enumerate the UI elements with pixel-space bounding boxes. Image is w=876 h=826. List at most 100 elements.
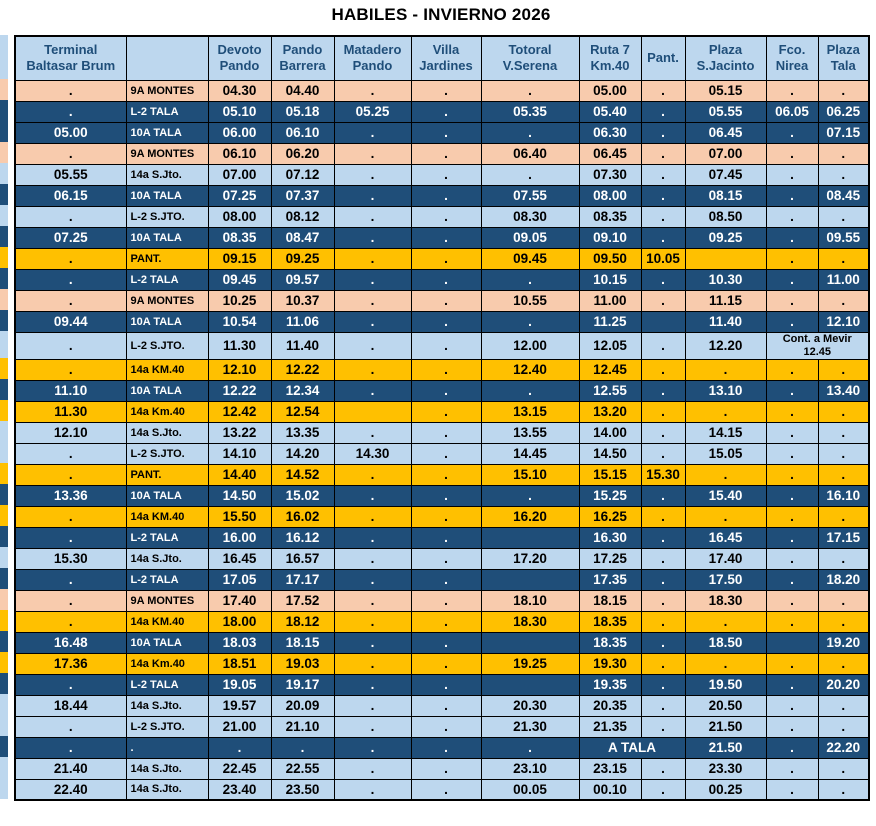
route-cell: 9A MONTES — [125, 142, 209, 165]
time-cell: 14.10 — [207, 442, 272, 465]
time-cell: 09.25 — [270, 247, 335, 270]
time-cell: 06.10 — [270, 121, 335, 144]
time-cell: 17.05 — [207, 568, 272, 591]
time-cell: 18.51 — [207, 652, 272, 675]
time-cell: 18.03 — [207, 631, 272, 654]
time-cell: . — [480, 121, 580, 144]
time-cell: . — [480, 268, 580, 291]
time-cell: 09.45 — [207, 268, 272, 291]
time-cell: 10.05 — [640, 247, 686, 270]
time-cell: . — [410, 547, 482, 570]
page-title: HABILES - INVIERNO 2026 — [331, 5, 551, 24]
time-cell: . — [817, 421, 870, 444]
time-cell: 11.40 — [270, 331, 335, 360]
time-cell: . — [765, 736, 819, 759]
time-cell: 13.40 — [817, 379, 870, 402]
route-cell: 10A TALA — [125, 310, 209, 333]
time-cell: . — [765, 379, 819, 402]
time-cell: 11.00 — [817, 268, 870, 291]
table-row: 09.44 10A TALA 10.54 11.06... 11.25 11.40. 12.… — [14, 310, 870, 333]
time-cell: 07.30 — [578, 163, 642, 186]
time-cell: . — [765, 184, 819, 207]
time-cell: 19.30 — [578, 652, 642, 675]
time-cell: 07.15 — [817, 121, 870, 144]
row-color-strip-segment — [0, 421, 8, 442]
time-cell: . — [640, 79, 686, 102]
time-cell: 05.10 — [207, 100, 272, 123]
time-cell: 20.35 — [578, 694, 642, 717]
timetable-header: Terminal Baltasar Brum Devoto Pando Pando … — [14, 35, 870, 81]
time-cell: 14.40 — [207, 463, 272, 486]
time-cell: 15.05 — [684, 442, 767, 465]
table-row: . L-2 TALA 09.45 09.57... 10.15. 10.30. 11.00 — [14, 268, 870, 291]
route-cell: 9A MONTES — [125, 79, 209, 102]
time-cell: . — [765, 673, 819, 696]
route-cell: . — [125, 736, 209, 759]
time-cell: 06.30 — [578, 121, 642, 144]
time-cell: 00.10 — [578, 778, 642, 801]
time-cell: . — [640, 121, 686, 144]
time-cell: . — [765, 247, 819, 270]
route-cell: 9A MONTES — [125, 289, 209, 312]
time-cell: 17.25 — [578, 547, 642, 570]
time-cell: 12.22 — [270, 358, 335, 381]
time-cell: . — [333, 379, 412, 402]
time-cell: . — [765, 400, 819, 423]
header-row: Terminal Baltasar Brum Devoto Pando Pando … — [14, 35, 870, 81]
time-cell: . — [817, 505, 870, 528]
time-cell: 07.55 — [480, 184, 580, 207]
route-cell: 14a S.Jto. — [125, 778, 209, 801]
row-color-strip-segment — [0, 184, 8, 205]
route-cell: L-2 TALA — [125, 568, 209, 591]
route-cell: 14a Km.40 — [125, 400, 209, 423]
time-cell: . — [333, 463, 412, 486]
row-color-strip-segment — [0, 121, 8, 142]
time-cell: 06.25 — [817, 100, 870, 123]
route-cell: PANT. — [125, 247, 209, 270]
time-cell: 05.00 — [578, 79, 642, 102]
row-color-strip-segment — [0, 247, 8, 268]
table-row: 21.40 14a S.Jto. 22.45 22.55.. 23.10 23.15. 23… — [14, 757, 870, 780]
column-header-tala: Plaza Tala — [817, 35, 870, 81]
time-cell: 06.20 — [270, 142, 335, 165]
route-cell: L-2 S.JTO. — [125, 331, 209, 360]
time-cell: 16.20 — [480, 505, 580, 528]
time-cell: . — [765, 778, 819, 801]
route-cell: L-2 S.JTO. — [125, 442, 209, 465]
time-cell: . — [410, 358, 482, 381]
time-cell: . — [640, 484, 686, 507]
time-cell: 15.02 — [270, 484, 335, 507]
time-cell: . — [817, 205, 870, 228]
time-cell: . — [410, 673, 482, 696]
time-cell: . — [410, 715, 482, 738]
time-cell: . — [14, 589, 127, 612]
time-cell: 22.20 — [817, 736, 870, 759]
time-cell: . — [765, 463, 819, 486]
time-cell: 19.25 — [480, 652, 580, 675]
time-cell: . — [765, 547, 819, 570]
time-cell: . — [640, 526, 686, 549]
time-cell: 19.03 — [270, 652, 335, 675]
time-cell: 20.50 — [684, 694, 767, 717]
time-cell: . — [333, 547, 412, 570]
time-cell: 17.17 — [270, 568, 335, 591]
row-color-strip-segment — [0, 226, 8, 247]
time-cell: 12.54 — [270, 400, 335, 423]
time-cell — [480, 568, 580, 591]
column-header-route — [125, 35, 209, 81]
time-cell: 22.40 — [14, 778, 127, 801]
row-color-strip-segment — [0, 358, 8, 379]
time-cell: 13.20 — [578, 400, 642, 423]
column-header-terminal: Terminal Baltasar Brum — [14, 35, 127, 81]
time-cell: . — [333, 121, 412, 144]
time-cell: 15.15 — [578, 463, 642, 486]
row-color-strip-segment — [0, 778, 8, 799]
table-row: . L-2 S.JTO. 21.00 21.10.. 21.30 21.35. 21.50.… — [14, 715, 870, 738]
time-cell: 18.10 — [480, 589, 580, 612]
time-cell: 18.50 — [684, 631, 767, 654]
time-cell: 23.30 — [684, 757, 767, 780]
time-cell: . — [640, 184, 686, 207]
route-cell: 14a S.Jto. — [125, 547, 209, 570]
time-cell: 06.05 — [765, 100, 819, 123]
time-cell: 10.15 — [578, 268, 642, 291]
